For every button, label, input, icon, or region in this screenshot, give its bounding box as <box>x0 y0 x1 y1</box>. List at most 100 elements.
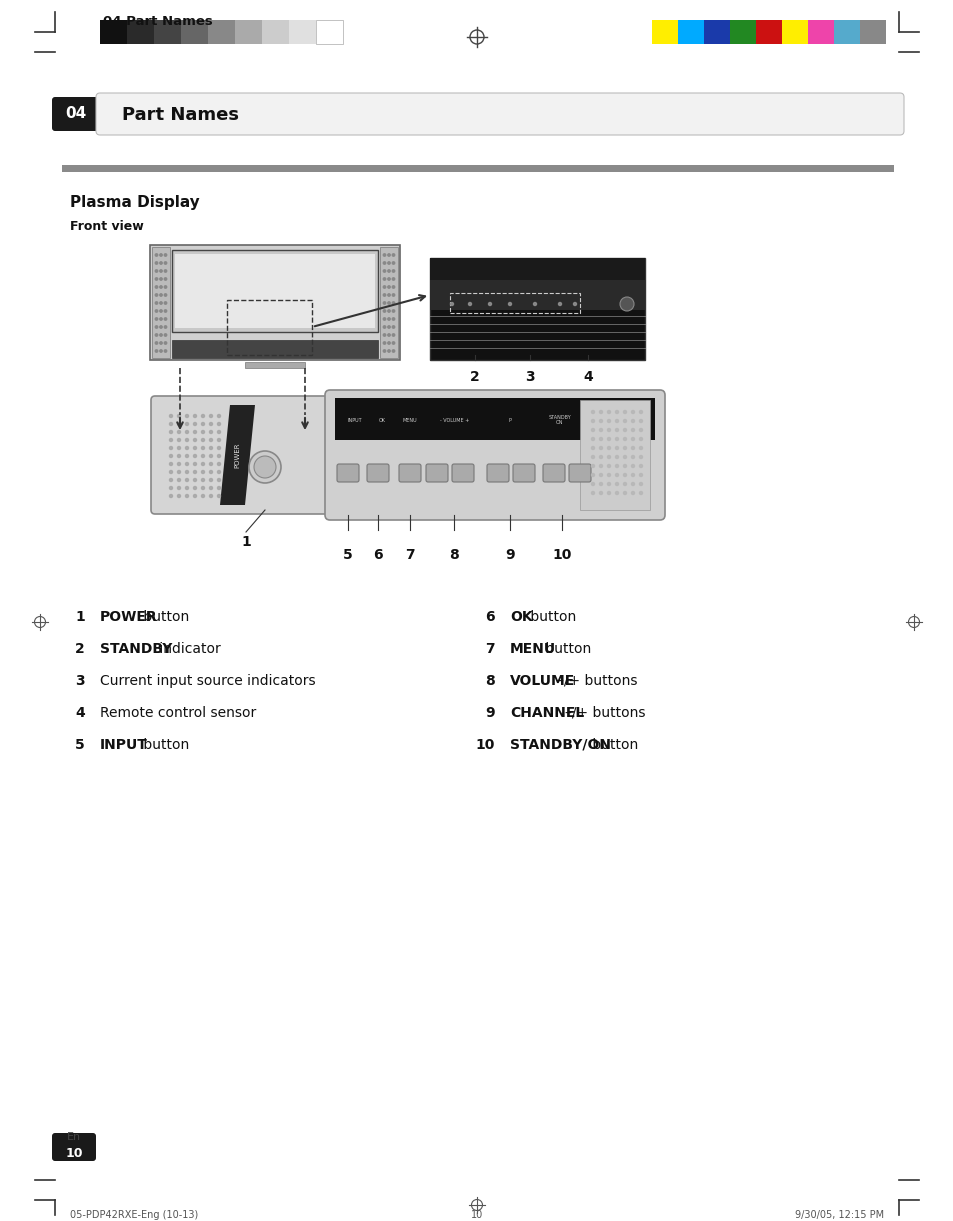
Circle shape <box>591 410 594 414</box>
Circle shape <box>598 420 602 422</box>
Circle shape <box>201 422 204 425</box>
Text: POWER: POWER <box>233 442 240 468</box>
Circle shape <box>217 431 220 433</box>
Circle shape <box>383 270 385 272</box>
Circle shape <box>392 286 395 288</box>
Text: CHANNEL: CHANNEL <box>510 706 583 720</box>
Bar <box>430 258 644 360</box>
Circle shape <box>607 429 610 431</box>
Circle shape <box>170 431 172 433</box>
Circle shape <box>210 431 213 433</box>
Bar <box>150 245 399 360</box>
Circle shape <box>615 492 618 495</box>
Circle shape <box>193 431 196 433</box>
Circle shape <box>193 414 196 418</box>
Circle shape <box>177 422 180 425</box>
Circle shape <box>193 495 196 497</box>
Circle shape <box>210 414 213 418</box>
Text: 05-PDP42RXE-Eng (10-13): 05-PDP42RXE-Eng (10-13) <box>70 1210 198 1220</box>
Circle shape <box>615 464 618 468</box>
Circle shape <box>392 294 395 297</box>
Circle shape <box>155 261 157 264</box>
Circle shape <box>185 431 189 433</box>
Circle shape <box>177 486 180 490</box>
Bar <box>781 20 807 44</box>
Circle shape <box>591 429 594 431</box>
Bar <box>315 20 343 44</box>
Text: Part Names: Part Names <box>122 106 239 125</box>
Text: VOLUME: VOLUME <box>510 674 575 687</box>
Text: 9/30/05, 12:15 PM: 9/30/05, 12:15 PM <box>794 1210 883 1220</box>
Text: MENU: MENU <box>510 642 556 656</box>
Circle shape <box>160 342 162 344</box>
Circle shape <box>160 294 162 297</box>
Circle shape <box>177 495 180 497</box>
Bar <box>181 20 208 44</box>
Circle shape <box>170 414 172 418</box>
Text: 10: 10 <box>65 1147 83 1160</box>
Circle shape <box>598 464 602 468</box>
Circle shape <box>591 492 594 495</box>
Circle shape <box>623 420 626 422</box>
Text: button: button <box>540 642 591 656</box>
Circle shape <box>201 414 204 418</box>
Bar <box>245 361 305 368</box>
Circle shape <box>623 482 626 486</box>
Text: 4: 4 <box>75 706 85 720</box>
Circle shape <box>392 261 395 264</box>
Text: 8: 8 <box>449 548 458 562</box>
Circle shape <box>607 437 610 441</box>
Text: INPUT: INPUT <box>100 737 148 752</box>
Circle shape <box>210 438 213 442</box>
Circle shape <box>623 464 626 468</box>
FancyBboxPatch shape <box>96 93 903 136</box>
Circle shape <box>591 482 594 486</box>
Circle shape <box>201 479 204 481</box>
Circle shape <box>160 254 162 256</box>
Text: STANDBY: STANDBY <box>100 642 172 656</box>
Circle shape <box>185 470 189 474</box>
Circle shape <box>177 470 180 474</box>
Circle shape <box>210 422 213 425</box>
Circle shape <box>623 447 626 449</box>
Circle shape <box>623 437 626 441</box>
Text: Front view: Front view <box>70 220 144 233</box>
Circle shape <box>185 414 189 418</box>
Circle shape <box>619 297 634 311</box>
Circle shape <box>387 286 390 288</box>
Bar <box>153 20 181 44</box>
Circle shape <box>155 294 157 297</box>
Circle shape <box>170 454 172 458</box>
Circle shape <box>185 438 189 442</box>
Circle shape <box>164 317 167 320</box>
Circle shape <box>201 463 204 465</box>
Circle shape <box>598 437 602 441</box>
Circle shape <box>170 422 172 425</box>
Circle shape <box>160 349 162 352</box>
Circle shape <box>160 286 162 288</box>
Circle shape <box>185 422 189 425</box>
Circle shape <box>392 310 395 313</box>
Circle shape <box>639 474 641 476</box>
Circle shape <box>591 455 594 459</box>
Circle shape <box>383 278 385 280</box>
Circle shape <box>387 278 390 280</box>
Bar <box>379 247 397 358</box>
Bar <box>833 20 859 44</box>
Circle shape <box>615 447 618 449</box>
FancyBboxPatch shape <box>452 464 474 482</box>
Circle shape <box>615 420 618 422</box>
Circle shape <box>387 333 390 336</box>
Circle shape <box>639 447 641 449</box>
Circle shape <box>615 474 618 476</box>
Circle shape <box>598 474 602 476</box>
Circle shape <box>615 455 618 459</box>
Text: P: P <box>508 418 511 422</box>
Text: 9: 9 <box>485 706 495 720</box>
Circle shape <box>160 333 162 336</box>
Text: En: En <box>67 1132 81 1142</box>
Circle shape <box>217 486 220 490</box>
Circle shape <box>201 486 204 490</box>
Text: OK: OK <box>378 418 385 422</box>
Text: 3: 3 <box>525 370 535 383</box>
